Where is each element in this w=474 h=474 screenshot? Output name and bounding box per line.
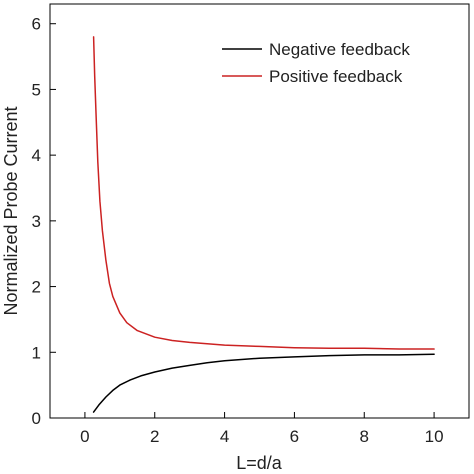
- legend: Negative feedback Positive feedback: [222, 40, 410, 86]
- y-axis-title: Normalized Probe Current: [1, 106, 21, 315]
- x-tick-label: 0: [80, 427, 89, 446]
- x-tick-label: 2: [150, 427, 159, 446]
- y-tick-label: 0: [32, 409, 41, 428]
- y-tick-label: 2: [32, 278, 41, 297]
- y-tick-label: 5: [32, 80, 41, 99]
- y-tick-label: 3: [32, 212, 41, 231]
- x-tick-label: 6: [290, 427, 299, 446]
- axis-ticks: 0 2 4 6 8 10 0 1 2 3 4 5 6: [32, 15, 444, 446]
- series-line-positive-feedback: [92, 36, 435, 350]
- y-tick-label: 1: [32, 343, 41, 362]
- legend-label-positive: Positive feedback: [269, 67, 403, 86]
- y-tick-label: 6: [32, 15, 41, 34]
- series-line-negative-feedback: [92, 353, 435, 413]
- series-lines: [92, 36, 435, 413]
- plot-area: [49, 3, 470, 419]
- x-tick-label: 10: [425, 427, 444, 446]
- x-tick-label: 4: [220, 427, 229, 446]
- x-tick-label: 8: [360, 427, 369, 446]
- x-axis-title: L=d/a: [236, 453, 283, 473]
- legend-label-negative: Negative feedback: [269, 40, 410, 59]
- y-tick-label: 4: [32, 146, 41, 165]
